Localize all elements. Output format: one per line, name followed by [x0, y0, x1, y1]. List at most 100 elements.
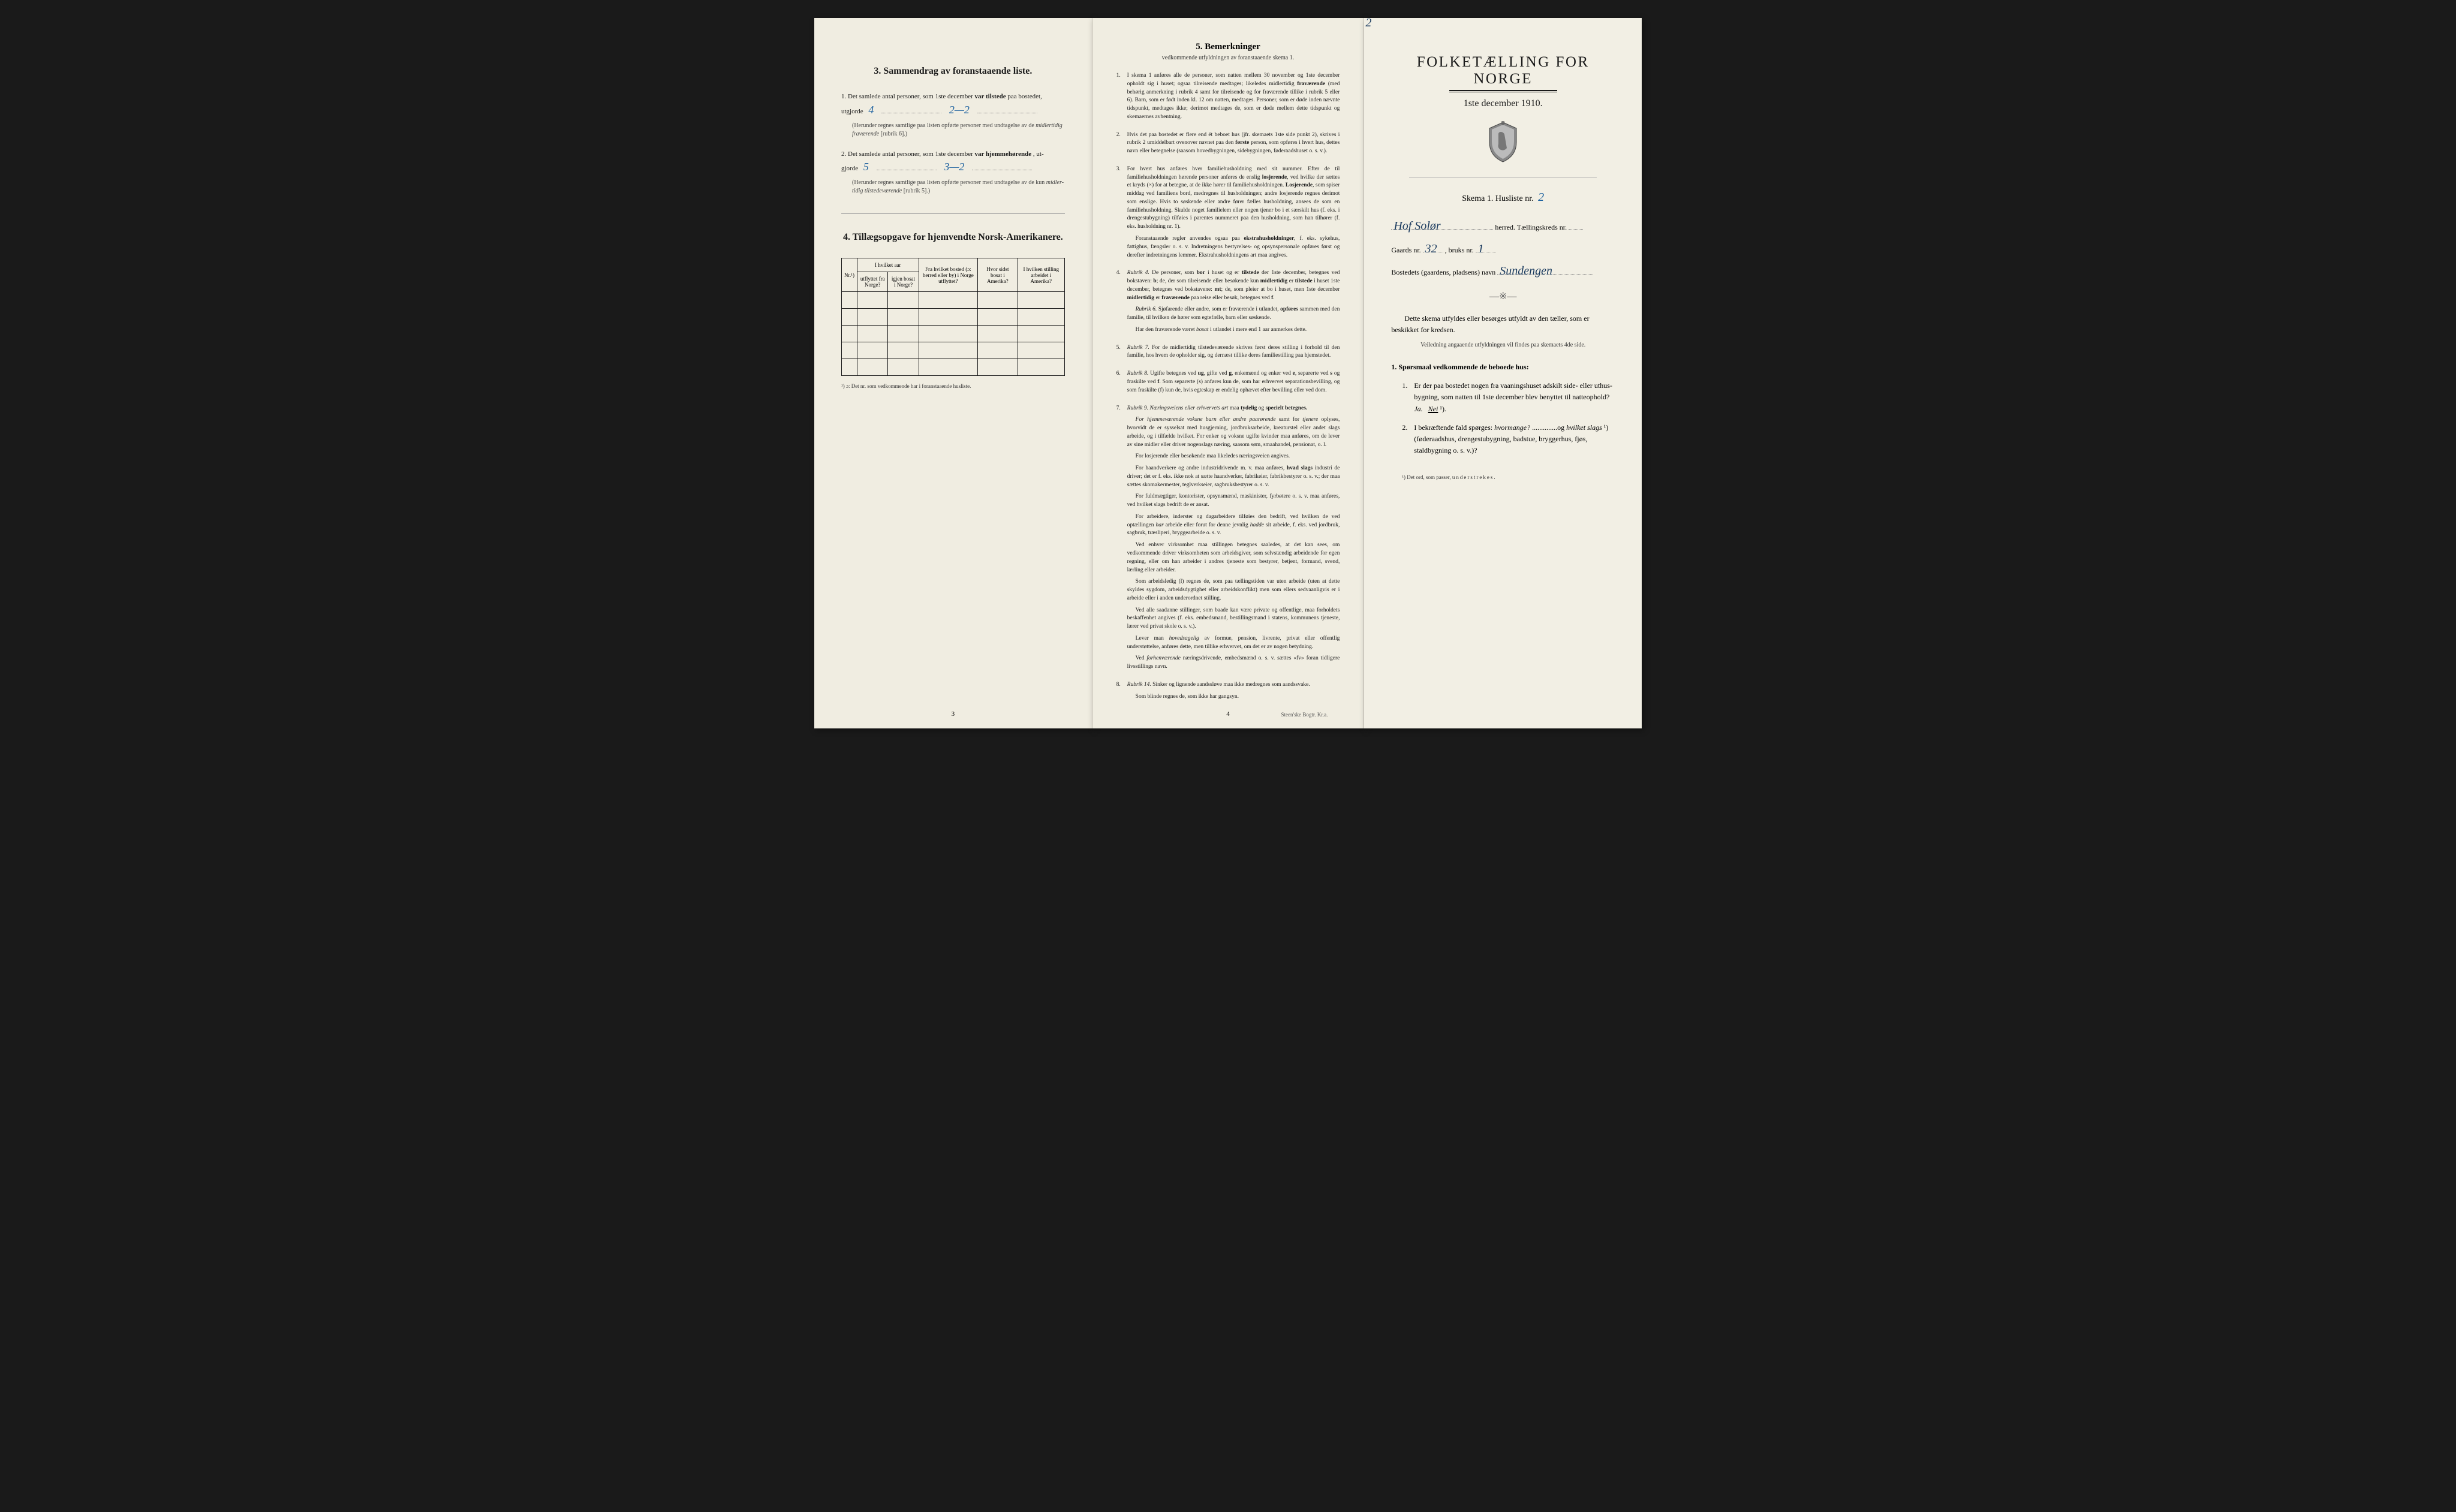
item2-bold: var hjemmehørende	[975, 150, 1032, 158]
remark-num: 4.	[1116, 269, 1127, 338]
remark-body: Rubrik 8. Ugifte betegnes ved ug, gifte …	[1127, 370, 1340, 398]
gaards-line: Gaards nr. 32 , bruks nr. 1	[1391, 244, 1615, 257]
skema-number-hand: 2	[1538, 191, 1544, 204]
th-utflyttet: utflyttet fra Norge?	[857, 272, 887, 292]
section4-heading: 4. Tillægsopgave for hjemvendte Norsk-Am…	[841, 232, 1065, 243]
item1-pre: 1. Det samlede antal personer, som 1ste …	[841, 93, 975, 100]
note-text: (Herunder regnes samtlige paa listen opf…	[852, 179, 1046, 186]
section5-subheading: vedkommende utfyldningen av foranstaaend…	[1116, 55, 1340, 61]
item1-note: (Herunder regnes samtlige paa listen opf…	[852, 122, 1065, 138]
item2-hand1: 5	[863, 159, 869, 175]
item1: 1. Det samlede antal personer, som 1ste …	[841, 92, 1065, 138]
note-text: (Herunder regnes samtlige paa listen opf…	[852, 122, 1036, 129]
skema-label: Skema 1. Husliste nr.	[1462, 194, 1533, 203]
item2-hand2: 3—2	[944, 159, 964, 175]
item1-line2: utgjorde	[841, 108, 863, 115]
kreds-hand: 2	[1365, 12, 1371, 34]
q1-sup: ¹).	[1440, 405, 1446, 413]
table-row	[842, 292, 1065, 309]
footnote-text: ¹) Det ord, som passer,	[1402, 474, 1452, 480]
bosted-label: Bostedets (gaardens, pladsens) navn	[1391, 268, 1495, 276]
table-row	[842, 342, 1065, 359]
dotted-fill	[881, 106, 941, 113]
remark-num: 8.	[1116, 681, 1127, 705]
herred-label: herred. Tællingskreds nr.	[1495, 223, 1567, 231]
section3-heading: 3. Sammendrag av foranstaaende liste.	[841, 66, 1065, 77]
q2-body: I bekræftende fald spørges: hvormange? .…	[1414, 422, 1615, 457]
th-igjen: igjen bosat i Norge?	[888, 272, 919, 292]
item2: 2. Det samlede antal personer, som 1ste …	[841, 149, 1065, 196]
remark-item: 7.Rubrik 9. Næringsveiens eller erhverve…	[1116, 405, 1340, 675]
footnote-spaced: understrekes.	[1452, 474, 1497, 480]
remark-num: 2.	[1116, 131, 1127, 159]
th-aar: I hvilket aar	[857, 258, 919, 272]
bosted-hand: Sundengen	[1500, 260, 1552, 282]
remark-num: 5.	[1116, 344, 1127, 365]
q2-post: (føderaadshus, drengestubygning, badstue…	[1414, 435, 1587, 454]
remark-body: I skema 1 anføres alle de personer, som …	[1127, 72, 1340, 125]
remark-item: 1.I skema 1 anføres alle de personer, so…	[1116, 72, 1340, 125]
crest-wrap	[1391, 121, 1615, 166]
page-number: 4	[1226, 710, 1230, 718]
dotted-fill	[877, 163, 937, 170]
remark-item: 6.Rubrik 8. Ugifte betegnes ved ug, gift…	[1116, 370, 1340, 398]
gaards-hand: 32	[1425, 238, 1437, 260]
gaards-field: 32	[1423, 244, 1443, 252]
question-heading: 1. Spørsmaal vedkommende de beboede hus:	[1391, 363, 1615, 372]
panel-left: 3. Sammendrag av foranstaaende liste. 1.…	[814, 18, 1092, 728]
norsk-amerikanere-table: Nr.¹) I hvilket aar Fra hvilket bosted (…	[841, 258, 1065, 376]
table-footnote: ¹) ɔ: Det nr. som vedkommende har i fora…	[841, 383, 1065, 389]
kreds-field: 2	[1569, 221, 1583, 230]
section5-heading: 5. Bemerkninger	[1116, 42, 1340, 52]
q1-ja: Ja.	[1414, 405, 1422, 413]
q1-text: Er der paa bostedet nogen fra vaaningshu…	[1414, 381, 1612, 401]
q1-body: Er der paa bostedet nogen fra vaaningshu…	[1414, 380, 1615, 415]
note-post: [rubrik 5].)	[904, 188, 930, 194]
remark-num: 6.	[1116, 370, 1127, 398]
remark-item: 3.For hvert hus anføres hver familiehush…	[1116, 165, 1340, 263]
table-row	[842, 309, 1065, 326]
question-2: 2. I bekræftende fald spørges: hvormange…	[1391, 422, 1615, 457]
q2-mid: ..............og	[1532, 423, 1566, 432]
q1-num: 1.	[1402, 380, 1414, 415]
ornament-icon: ―※―	[1391, 290, 1615, 302]
divider	[841, 213, 1065, 214]
bruks-field: 1	[1476, 244, 1496, 252]
q2-sup: ¹)	[1604, 423, 1609, 432]
panel-middle: 5. Bemerkninger vedkommende utfyldningen…	[1092, 18, 1365, 728]
gaards-label: Gaards nr.	[1391, 246, 1420, 254]
bosted-line: Bostedets (gaardens, pladsens) navn Sund…	[1391, 266, 1615, 279]
herred-field: Hof Solør	[1391, 221, 1493, 230]
instruction-sub: Veiledning angaaende utfyldningen vil fi…	[1391, 342, 1615, 348]
th-stilling: I hvilken stilling arbeidet i Amerika?	[1018, 258, 1064, 292]
note-post: [rubrik 6].)	[881, 131, 907, 137]
dotted-fill	[972, 163, 1032, 170]
remark-item: 8.Rubrik 14. Sinker og lignende aandsslø…	[1116, 681, 1340, 705]
herred-hand: Hof Solør	[1393, 215, 1440, 237]
bruks-label: , bruks nr.	[1445, 246, 1474, 254]
bosted-field: Sundengen	[1497, 266, 1593, 275]
remark-body: Rubrik 7. For de midlertidig tilstedevær…	[1127, 344, 1340, 365]
printer-note: Steen'ske Bogtr. Kr.a.	[1281, 712, 1328, 718]
item1-hand2: 2—2	[949, 102, 970, 118]
item1-bold: var tilstede	[975, 93, 1006, 100]
table-row	[842, 326, 1065, 342]
footnote: ¹) Det ord, som passer, understrekes.	[1391, 474, 1615, 480]
remark-num: 7.	[1116, 405, 1127, 675]
q2-pre: I bekræftende fald spørges:	[1414, 423, 1494, 432]
remark-item: 5.Rubrik 7. For de midlertidig tilstedev…	[1116, 344, 1340, 365]
item1-hand1: 4	[868, 102, 874, 118]
remark-item: 2.Hvis det paa bostedet er flere end ét …	[1116, 131, 1340, 159]
item2-pre: 2. Det samlede antal personer, som 1ste …	[841, 150, 975, 158]
dotted-fill	[977, 106, 1037, 113]
item2-line2: gjorde	[841, 165, 858, 172]
item2-post: , ut-	[1033, 150, 1044, 158]
title-rule	[1391, 90, 1615, 92]
q1-nei-underlined: Nei	[1428, 405, 1438, 413]
table-row	[842, 359, 1065, 376]
th-bosted: Fra hvilket bosted (ɔ: herred eller by) …	[919, 258, 977, 292]
th-nr: Nr.¹)	[842, 258, 857, 292]
remark-num: 1.	[1116, 72, 1127, 125]
remark-num: 3.	[1116, 165, 1127, 263]
item1-post: paa bostedet,	[1007, 93, 1042, 100]
